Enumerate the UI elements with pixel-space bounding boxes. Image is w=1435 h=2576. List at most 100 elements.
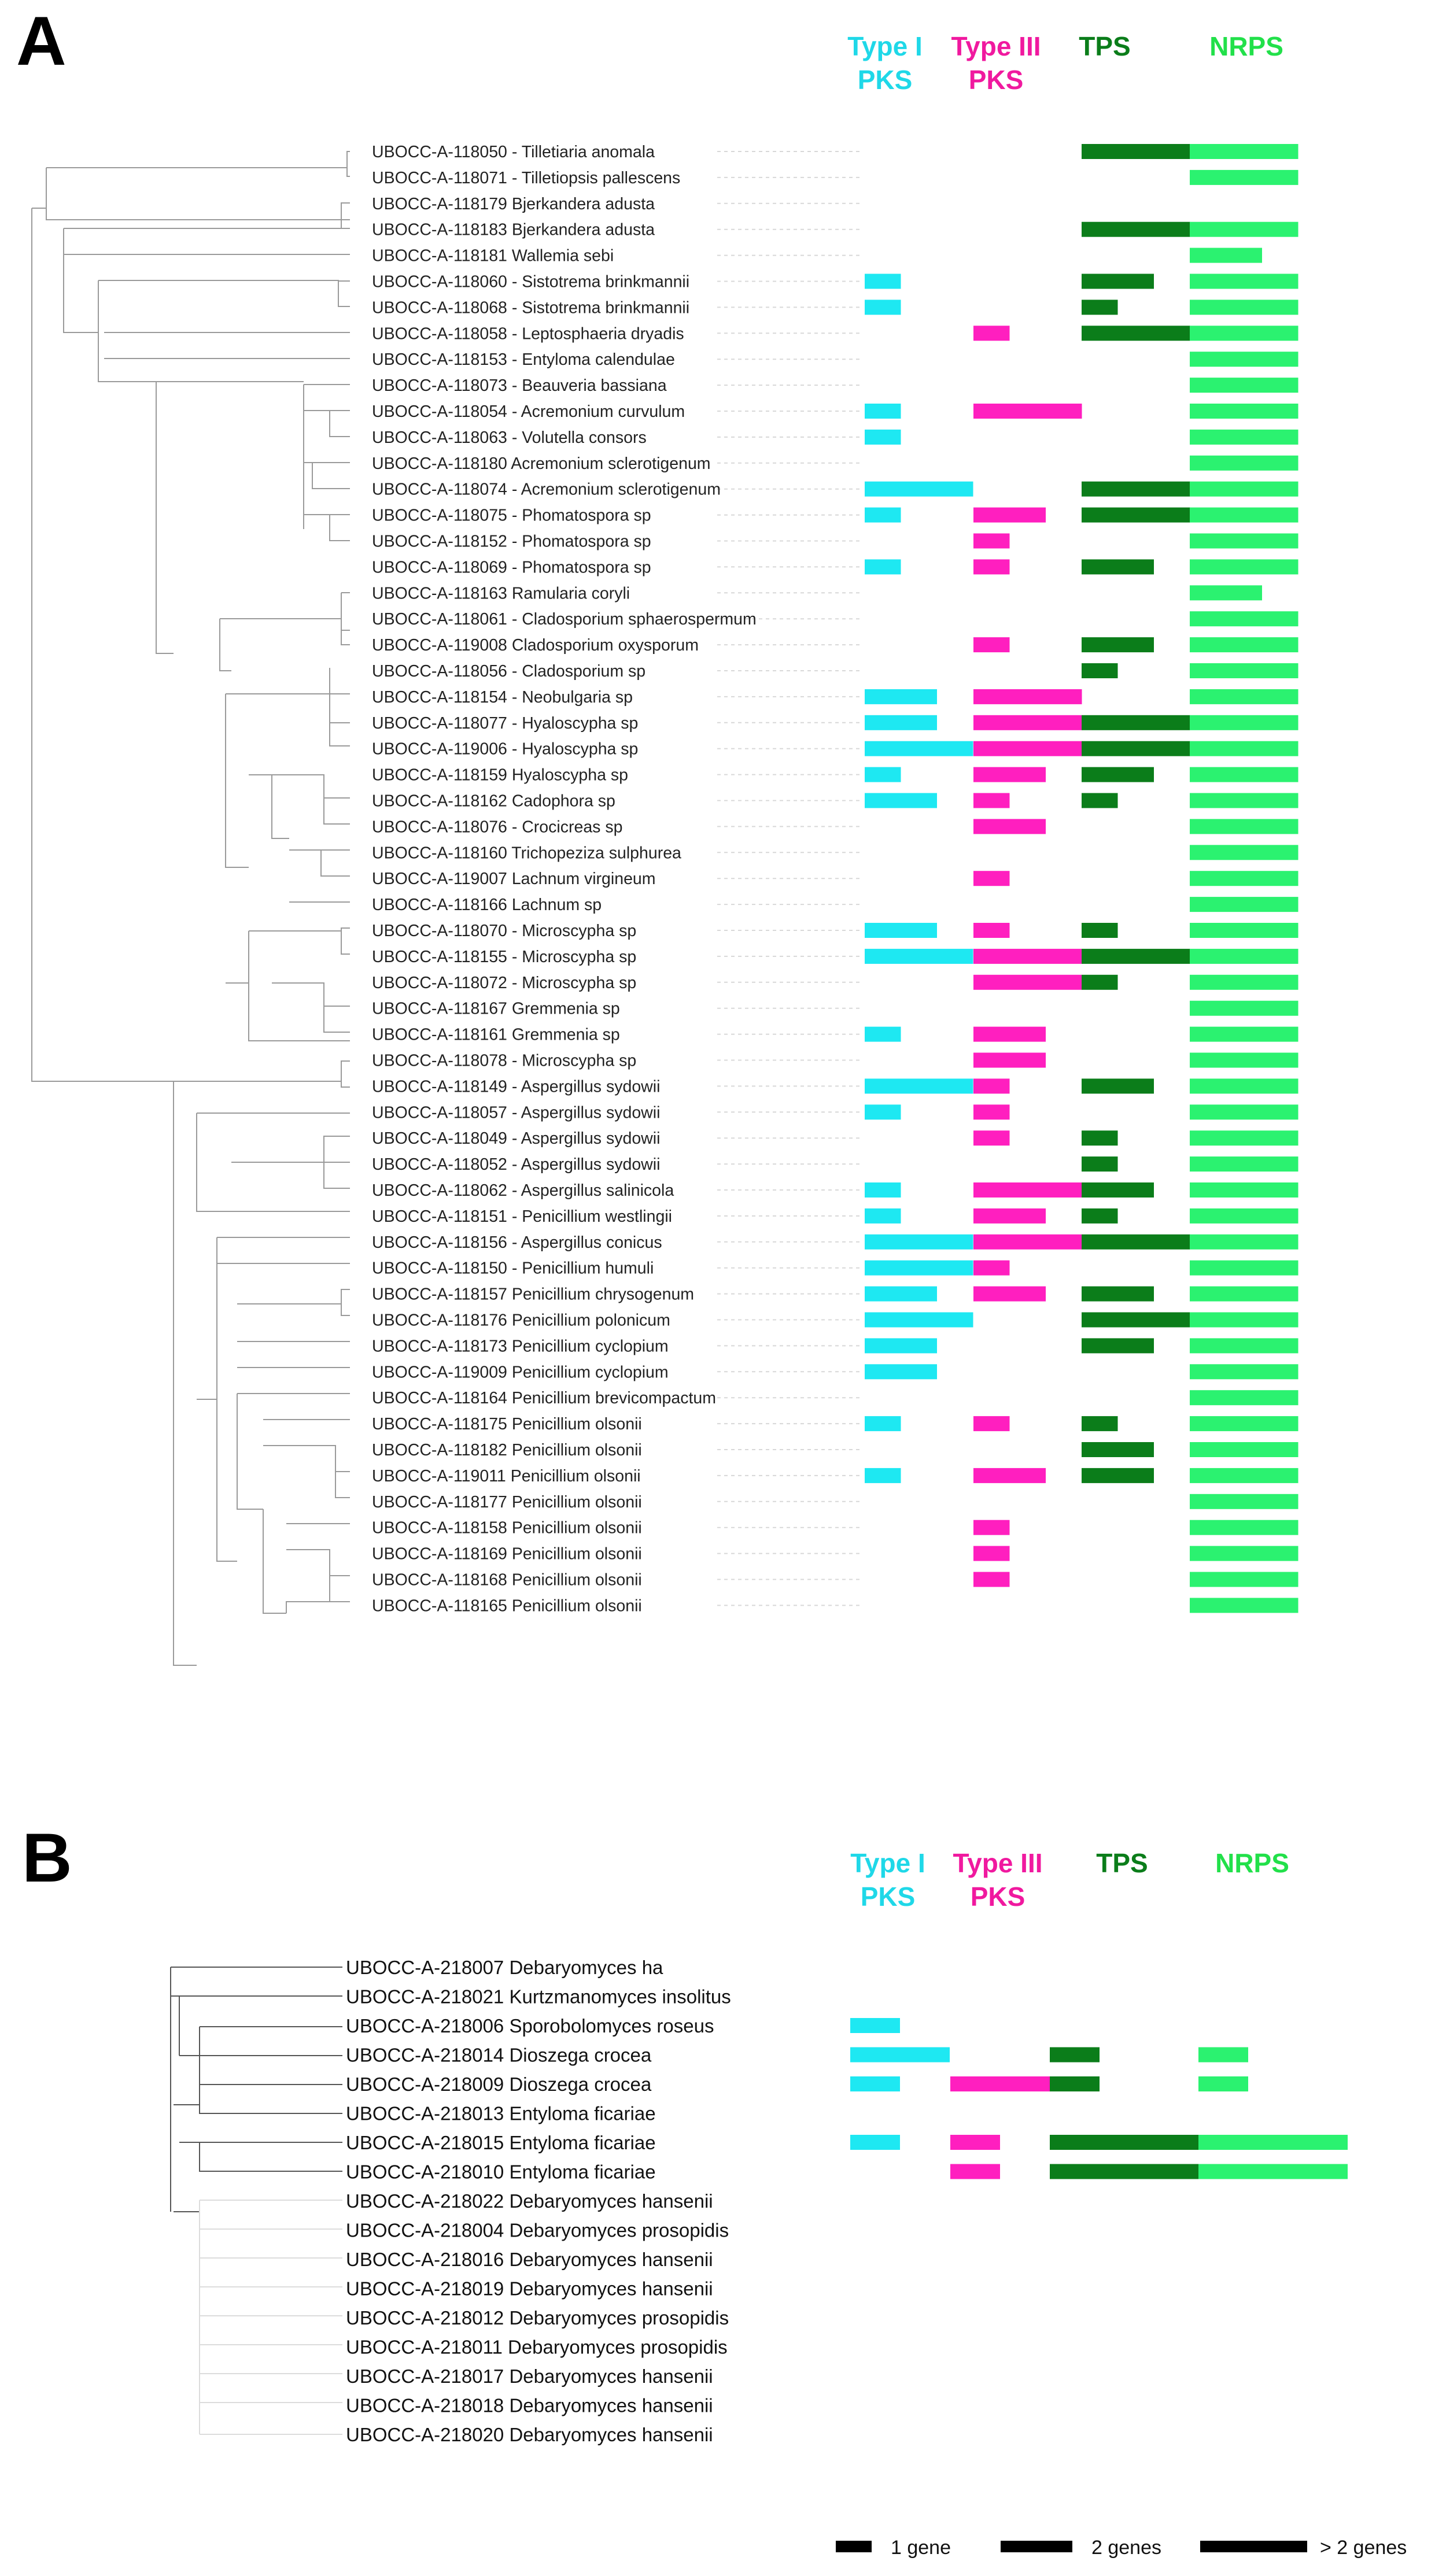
panel-b-row: UBOCC-A-218004 Debaryomyces prosopidis <box>346 2220 729 2241</box>
panel-a-bar-type3-pks <box>973 1546 1010 1561</box>
panel-a-row: UBOCC-A-118071 - Tilletiopsis pallescens <box>372 169 1298 187</box>
panel-a-bar-nrps <box>1190 274 1298 289</box>
panel-a-bar-nrps <box>1190 1598 1298 1613</box>
panel-a-bar-tps <box>1082 767 1154 782</box>
panel-a-bar-tps <box>1082 1130 1118 1146</box>
panel-a-row: UBOCC-A-118151 - Penicillium westlingii <box>372 1207 1298 1226</box>
panel-a-row: UBOCC-A-118162 Cadophora sp <box>372 792 1298 811</box>
panel-a-bar-nrps <box>1190 1494 1298 1509</box>
panel-b-row: UBOCC-A-218012 Debaryomyces prosopidis <box>346 2307 729 2329</box>
panel-a-strain-label: UBOCC-A-118168 Penicillium olsonii <box>372 1571 642 1590</box>
panel-a-strain-label: UBOCC-A-118070 - Microscypha sp <box>372 922 636 940</box>
panel-a-row: UBOCC-A-118149 - Aspergillus sydowii <box>372 1077 1298 1096</box>
panel-b-strain-label: UBOCC-A-218006 Sporobolomyces roseus <box>346 2015 714 2037</box>
panel-a-bar-type1-pks <box>865 1260 973 1276</box>
panel-a-row: UBOCC-A-118177 Penicillium olsonii <box>372 1493 1298 1511</box>
panel-a-bar-type3-pks <box>973 1026 1046 1042</box>
panel-a-bar-type3-pks <box>973 1208 1046 1224</box>
panel-a-bar-nrps <box>1190 221 1298 237</box>
panel-a-bar-type1-pks <box>865 481 973 497</box>
legend-label-more-genes: > 2 genes <box>1320 2537 1407 2559</box>
panel-a-bar-nrps <box>1190 559 1298 575</box>
panel-a-bar-tps <box>1082 559 1154 575</box>
panel-a-strain-label: UBOCC-A-118165 Penicillium olsonii <box>372 1596 642 1615</box>
panel-b-strain-label: UBOCC-A-218004 Debaryomyces prosopidis <box>346 2220 729 2241</box>
panel-a-bar-tps <box>1082 274 1154 289</box>
panel-b-bar-tps <box>1050 2047 1100 2063</box>
panel-a-bar-type3-pks <box>973 1286 1046 1302</box>
panel-a-bar-type1-pks <box>865 1468 901 1483</box>
panel-a-row: UBOCC-A-118163 Ramularia coryli <box>372 584 1262 603</box>
panel-a-row: UBOCC-A-118049 - Aspergillus sydowii <box>372 1129 1298 1148</box>
panel-a-row: UBOCC-A-118164 Penicillium brevicompactu… <box>372 1389 1298 1407</box>
panel-a-bar-nrps <box>1190 1104 1298 1120</box>
panel-a-bar-type1-pks <box>865 948 973 964</box>
panel-a-row: UBOCC-A-118063 - Volutella consors <box>372 428 1298 447</box>
panel-a-row: UBOCC-A-118160 Trichopeziza sulphurea <box>372 844 1298 862</box>
panel-b-header-type1-pks-line1: Type I <box>850 1848 925 1878</box>
panel-b-row: UBOCC-A-218017 Debaryomyces hansenii <box>346 2366 713 2387</box>
panel-a-bar-nrps <box>1190 637 1298 653</box>
panel-b-letter: B <box>22 1819 72 1897</box>
panel-a-strain-label: UBOCC-A-118052 - Aspergillus sydowii <box>372 1155 660 1174</box>
panel-a-row: UBOCC-A-118166 Lachnum sp <box>372 896 1298 914</box>
panel-a-strain-label: UBOCC-A-118176 Penicillium polonicum <box>372 1311 670 1330</box>
panel-a-header-type3-pks-line2: PKS <box>969 65 1024 95</box>
panel-a-bar-tps <box>1082 1416 1118 1432</box>
panel-a-row: UBOCC-A-118072 - Microscypha sp <box>372 974 1298 992</box>
gene-count-legend: 1 gene 2 genes > 2 genes <box>836 2537 1407 2559</box>
panel-a-bar-type3-pks <box>973 974 1082 990</box>
panel-a-strain-label: UBOCC-A-118150 - Penicillium humuli <box>372 1259 654 1278</box>
panel-a-bar-nrps <box>1190 300 1298 315</box>
panel-a-bar-nrps <box>1190 169 1298 185</box>
panel-a-row: UBOCC-A-118179 Bjerkandera adusta <box>372 195 862 213</box>
panel-b-strain-label: UBOCC-A-218014 Dioszega crocea <box>346 2045 652 2066</box>
panel-b-bar-type1-pks <box>850 2047 950 2063</box>
panel-b-row: UBOCC-A-218013 Entyloma ficariae <box>346 2103 656 2124</box>
panel-b-phylogenetic-tree <box>170 1967 342 2435</box>
panel-a-bar-tps <box>1082 300 1118 315</box>
panel-a-bar-nrps <box>1190 611 1298 627</box>
panel-a-row: UBOCC-A-118181 Wallemia sebi <box>372 247 1262 265</box>
panel-b-header-tps: TPS <box>1096 1848 1148 1878</box>
panel-a-bar-nrps <box>1190 585 1262 601</box>
panel-a-bar-tps <box>1082 507 1190 523</box>
panel-b-header-nrps: NRPS <box>1215 1848 1289 1878</box>
panel-a-bar-type3-pks <box>973 715 1082 730</box>
panel-a-row: UBOCC-A-119007 Lachnum virgineum <box>372 870 1298 888</box>
panel-a-bar-type3-pks <box>973 948 1082 964</box>
panel-a-bar-tps <box>1082 1442 1154 1457</box>
panel-a-strain-label: UBOCC-A-118158 Penicillium olsonii <box>372 1519 642 1538</box>
panel-a-bar-type1-pks <box>865 1338 937 1354</box>
panel-a-row: UBOCC-A-118078 - Microscypha sp <box>372 1052 1298 1070</box>
panel-a-bar-tps <box>1082 1182 1154 1198</box>
panel-a-bar-nrps <box>1190 404 1298 419</box>
panel-a-row: UBOCC-A-118058 - Leptosphaeria dryadis <box>372 324 1298 343</box>
panel-a-bar-nrps <box>1190 1286 1298 1302</box>
panel-a-bar-tps <box>1082 144 1190 159</box>
panel-a-bar-type3-pks <box>973 1130 1010 1146</box>
panel-a-strain-label: UBOCC-A-119011 Penicillium olsonii <box>372 1467 641 1485</box>
panel-a-row: UBOCC-A-118074 - Acremonium sclerotigenu… <box>372 481 1298 499</box>
panel-a-bar-nrps <box>1190 689 1298 704</box>
panel-b-bar-type3-pks <box>950 2076 1050 2091</box>
panel-a-strain-label: UBOCC-A-118060 - Sistotrema brinkmannii <box>372 273 689 291</box>
panel-a-row: UBOCC-A-118183 Bjerkandera adusta <box>372 221 1298 239</box>
panel-b-strain-label: UBOCC-A-218017 Debaryomyces hansenii <box>346 2366 713 2387</box>
panel-a-bar-tps <box>1082 1234 1190 1250</box>
panel-a-row: UBOCC-A-118182 Penicillium olsonii <box>372 1441 1298 1459</box>
panel-a-row: UBOCC-A-118180 Acremonium sclerotigenum <box>372 454 1298 473</box>
panel-a-bar-type3-pks <box>973 533 1010 549</box>
panel-a-bar-nrps <box>1190 144 1298 159</box>
panel-a-bar-tps <box>1082 1338 1154 1354</box>
panel-a-header-type1-pks-line2: PKS <box>858 65 913 95</box>
panel-b-row: UBOCC-A-218019 Debaryomyces hansenii <box>346 2278 713 2300</box>
panel-b-row: UBOCC-A-218006 Sporobolomyces roseus <box>346 2015 900 2037</box>
panel-a-bar-nrps <box>1190 948 1298 964</box>
panel-a-bar-type1-pks <box>865 1104 901 1120</box>
panel-a-bar-type3-pks <box>973 689 1082 704</box>
panel-b-strain-label: UBOCC-A-218020 Debaryomyces hansenii <box>346 2424 713 2445</box>
panel-a-bar-type3-pks <box>973 923 1010 938</box>
panel-a-row: UBOCC-A-118173 Penicillium cyclopium <box>372 1337 1298 1355</box>
panel-a-bar-nrps <box>1190 1052 1298 1068</box>
